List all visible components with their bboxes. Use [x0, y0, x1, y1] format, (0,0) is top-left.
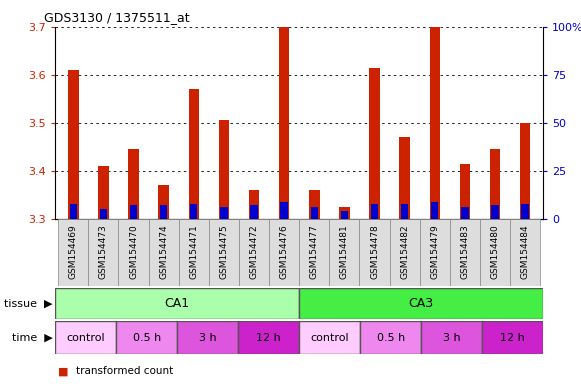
Text: ■: ■ [58, 366, 69, 376]
Bar [238, 321, 299, 354]
Bar [179, 219, 209, 286]
Text: GSM154480: GSM154480 [490, 224, 500, 279]
Bar [88, 219, 119, 286]
Bar [58, 219, 88, 286]
Bar [218, 121, 229, 219]
Bar [329, 219, 360, 286]
Text: GSM154482: GSM154482 [400, 224, 409, 279]
Bar [188, 89, 199, 219]
Bar [390, 219, 419, 286]
Bar [299, 321, 360, 354]
Bar [281, 202, 288, 219]
Bar [360, 219, 390, 286]
Bar [128, 149, 139, 219]
Text: CA1: CA1 [164, 297, 190, 310]
Text: 3 h: 3 h [199, 333, 217, 343]
Text: GSM154483: GSM154483 [460, 224, 469, 279]
Bar [370, 68, 380, 219]
Bar [480, 219, 510, 286]
Text: 12 h: 12 h [500, 333, 525, 343]
Bar [510, 219, 540, 286]
Text: 0.5 h: 0.5 h [132, 333, 161, 343]
Bar [311, 207, 318, 219]
Bar [55, 321, 116, 354]
Text: time  ▶: time ▶ [12, 333, 52, 343]
Text: 3 h: 3 h [443, 333, 461, 343]
Text: tissue  ▶: tissue ▶ [4, 298, 52, 308]
Text: GSM154470: GSM154470 [129, 224, 138, 279]
Text: GSM154473: GSM154473 [99, 224, 108, 279]
Bar [309, 190, 320, 219]
Bar [299, 288, 543, 319]
Text: GSM154477: GSM154477 [310, 224, 319, 279]
Bar [460, 164, 470, 219]
Text: CA3: CA3 [408, 297, 434, 310]
Text: GSM154484: GSM154484 [521, 224, 530, 279]
Text: GSM154475: GSM154475 [220, 224, 228, 279]
Bar [116, 321, 177, 354]
Bar [431, 202, 439, 219]
Text: GSM154469: GSM154469 [69, 224, 78, 279]
Text: control: control [310, 333, 349, 343]
Bar [279, 27, 289, 219]
Bar [100, 209, 107, 219]
Text: control: control [66, 333, 105, 343]
Text: GSM154481: GSM154481 [340, 224, 349, 279]
Text: GSM154479: GSM154479 [431, 224, 439, 279]
Bar [250, 205, 258, 219]
Bar [490, 149, 500, 219]
Text: GSM154474: GSM154474 [159, 224, 168, 279]
Bar [492, 205, 498, 219]
Bar [239, 219, 269, 286]
Bar [461, 207, 469, 219]
Bar [249, 190, 259, 219]
Bar [482, 321, 543, 354]
Bar [339, 207, 350, 219]
Bar [209, 219, 239, 286]
Bar [371, 204, 378, 219]
Bar [220, 207, 228, 219]
Text: GSM154472: GSM154472 [249, 224, 259, 279]
Bar [299, 219, 329, 286]
Bar [520, 123, 530, 219]
Bar [421, 321, 482, 354]
Text: GSM154471: GSM154471 [189, 224, 198, 279]
Bar [399, 137, 410, 219]
Bar [130, 205, 137, 219]
Text: 0.5 h: 0.5 h [376, 333, 405, 343]
Bar [419, 219, 450, 286]
Text: transformed count: transformed count [76, 366, 173, 376]
Bar [429, 27, 440, 219]
Bar [190, 204, 198, 219]
Bar [159, 185, 169, 219]
Bar [160, 205, 167, 219]
Bar [401, 204, 408, 219]
Bar [70, 204, 77, 219]
Bar [149, 219, 179, 286]
Text: GSM154478: GSM154478 [370, 224, 379, 279]
Bar [360, 321, 421, 354]
Bar [98, 166, 109, 219]
Bar [450, 219, 480, 286]
Bar [68, 70, 78, 219]
Text: 12 h: 12 h [256, 333, 281, 343]
Bar [55, 288, 299, 319]
Text: GDS3130 / 1375511_at: GDS3130 / 1375511_at [44, 12, 189, 25]
Bar [177, 321, 238, 354]
Bar [119, 219, 149, 286]
Text: GSM154476: GSM154476 [279, 224, 289, 279]
Bar [269, 219, 299, 286]
Bar [340, 211, 348, 219]
Bar [522, 204, 529, 219]
